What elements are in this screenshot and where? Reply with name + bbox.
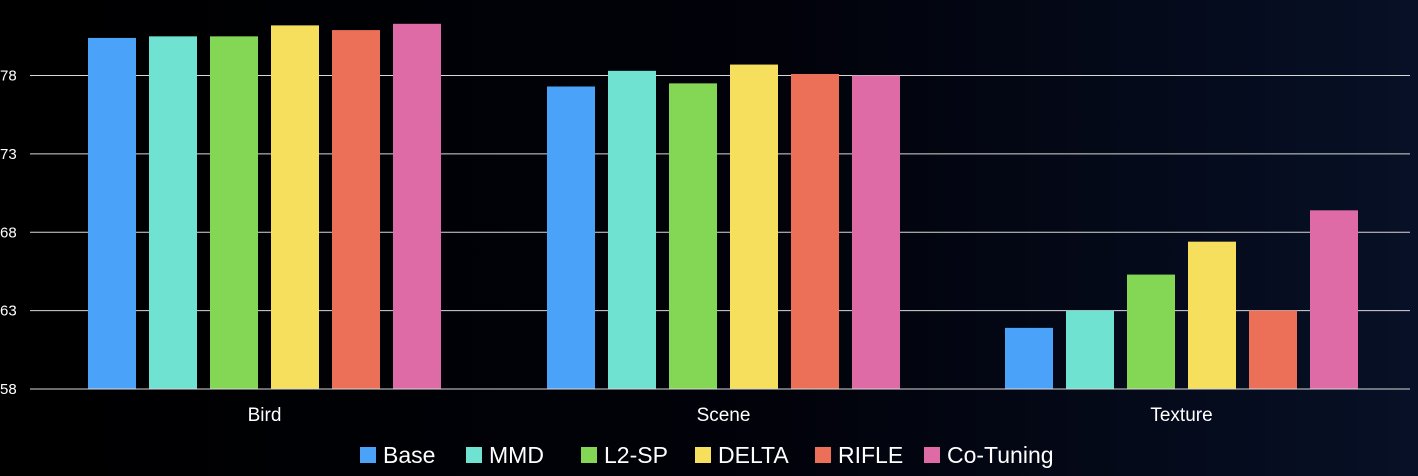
bar-scene-base: [547, 86, 595, 389]
bar-scene-mmd: [608, 70, 656, 389]
x-tick-label: Texture: [1150, 405, 1212, 426]
bar-bird-l2-sp: [210, 36, 258, 390]
bar-texture-co-tuning: [1310, 210, 1358, 389]
legend-item-co-tuning: Co-Tuning: [924, 442, 1054, 468]
legend-swatch: [466, 447, 482, 463]
legend-swatch: [581, 447, 597, 463]
x-tick-label: Scene: [697, 405, 751, 426]
legend-item-rifle: RIFLE: [815, 442, 903, 468]
bar-texture-base: [1005, 327, 1053, 389]
bar-scene-delta: [730, 64, 778, 390]
y-axis: 58 63 68 73 78: [0, 68, 17, 398]
bar-scene-co-tuning: [852, 75, 900, 389]
bar-texture-mmd: [1066, 310, 1114, 389]
legend-swatch: [695, 447, 711, 463]
y-tick-label: 68: [0, 224, 17, 241]
bar-bird-base: [88, 37, 136, 390]
bar-texture-l2-sp: [1127, 274, 1175, 389]
legend-label: Base: [383, 442, 435, 468]
y-tick-label: 78: [0, 68, 17, 85]
legend-label: L2-SP: [604, 442, 668, 468]
bar-scene-l2-sp: [669, 83, 717, 390]
legend-label: DELTA: [718, 442, 789, 468]
y-tick-label: 63: [0, 303, 17, 320]
legend-label: RIFLE: [838, 442, 903, 468]
legend-item-mmd: MMD: [466, 442, 544, 468]
legend-item-delta: DELTA: [695, 442, 789, 468]
bar-texture-rifle: [1249, 310, 1297, 389]
legend-label: Co-Tuning: [947, 442, 1054, 468]
bar-texture-delta: [1188, 241, 1236, 389]
legend-item-l2-sp: L2-SP: [581, 442, 668, 468]
y-tick-label: 58: [0, 381, 17, 398]
bar-bird-rifle: [332, 30, 380, 390]
y-tick-label: 73: [0, 146, 17, 163]
legend-item-base: Base: [360, 442, 435, 468]
legend: Base MMD L2-SP DELTA RIFLE Co-Tuning: [360, 442, 1054, 468]
x-axis: Bird Scene Texture: [30, 388, 1410, 426]
legend-swatch: [360, 447, 376, 463]
x-tick-label: Bird: [248, 405, 282, 426]
bar-scene-rifle: [791, 73, 839, 390]
bar-bird-co-tuning: [393, 23, 441, 389]
bar-bird-delta: [271, 25, 319, 389]
legend-swatch: [815, 447, 831, 463]
legend-swatch: [924, 447, 940, 463]
legend-label: MMD: [489, 442, 544, 468]
bars: [88, 23, 1358, 390]
bar-bird-mmd: [149, 36, 197, 390]
